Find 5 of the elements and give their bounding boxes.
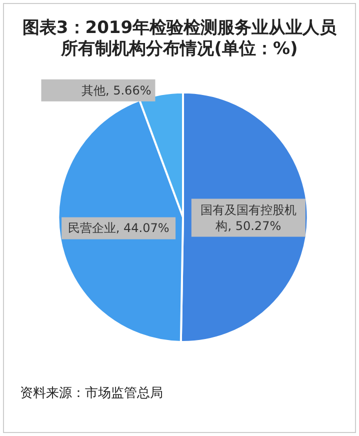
slice-label: 国有及国有控股机构, 50.27% <box>200 202 296 233</box>
text: 资料来源：市场监管总局 <box>20 385 163 402</box>
slice-label: 其他, 5.66% <box>81 83 152 98</box>
chart-title: 图表3：2019年检验检测服务业从业人员所有制机构分布情况(单位：%) <box>21 18 338 60</box>
slice-label: 民营企业, 44.07% <box>68 221 170 236</box>
